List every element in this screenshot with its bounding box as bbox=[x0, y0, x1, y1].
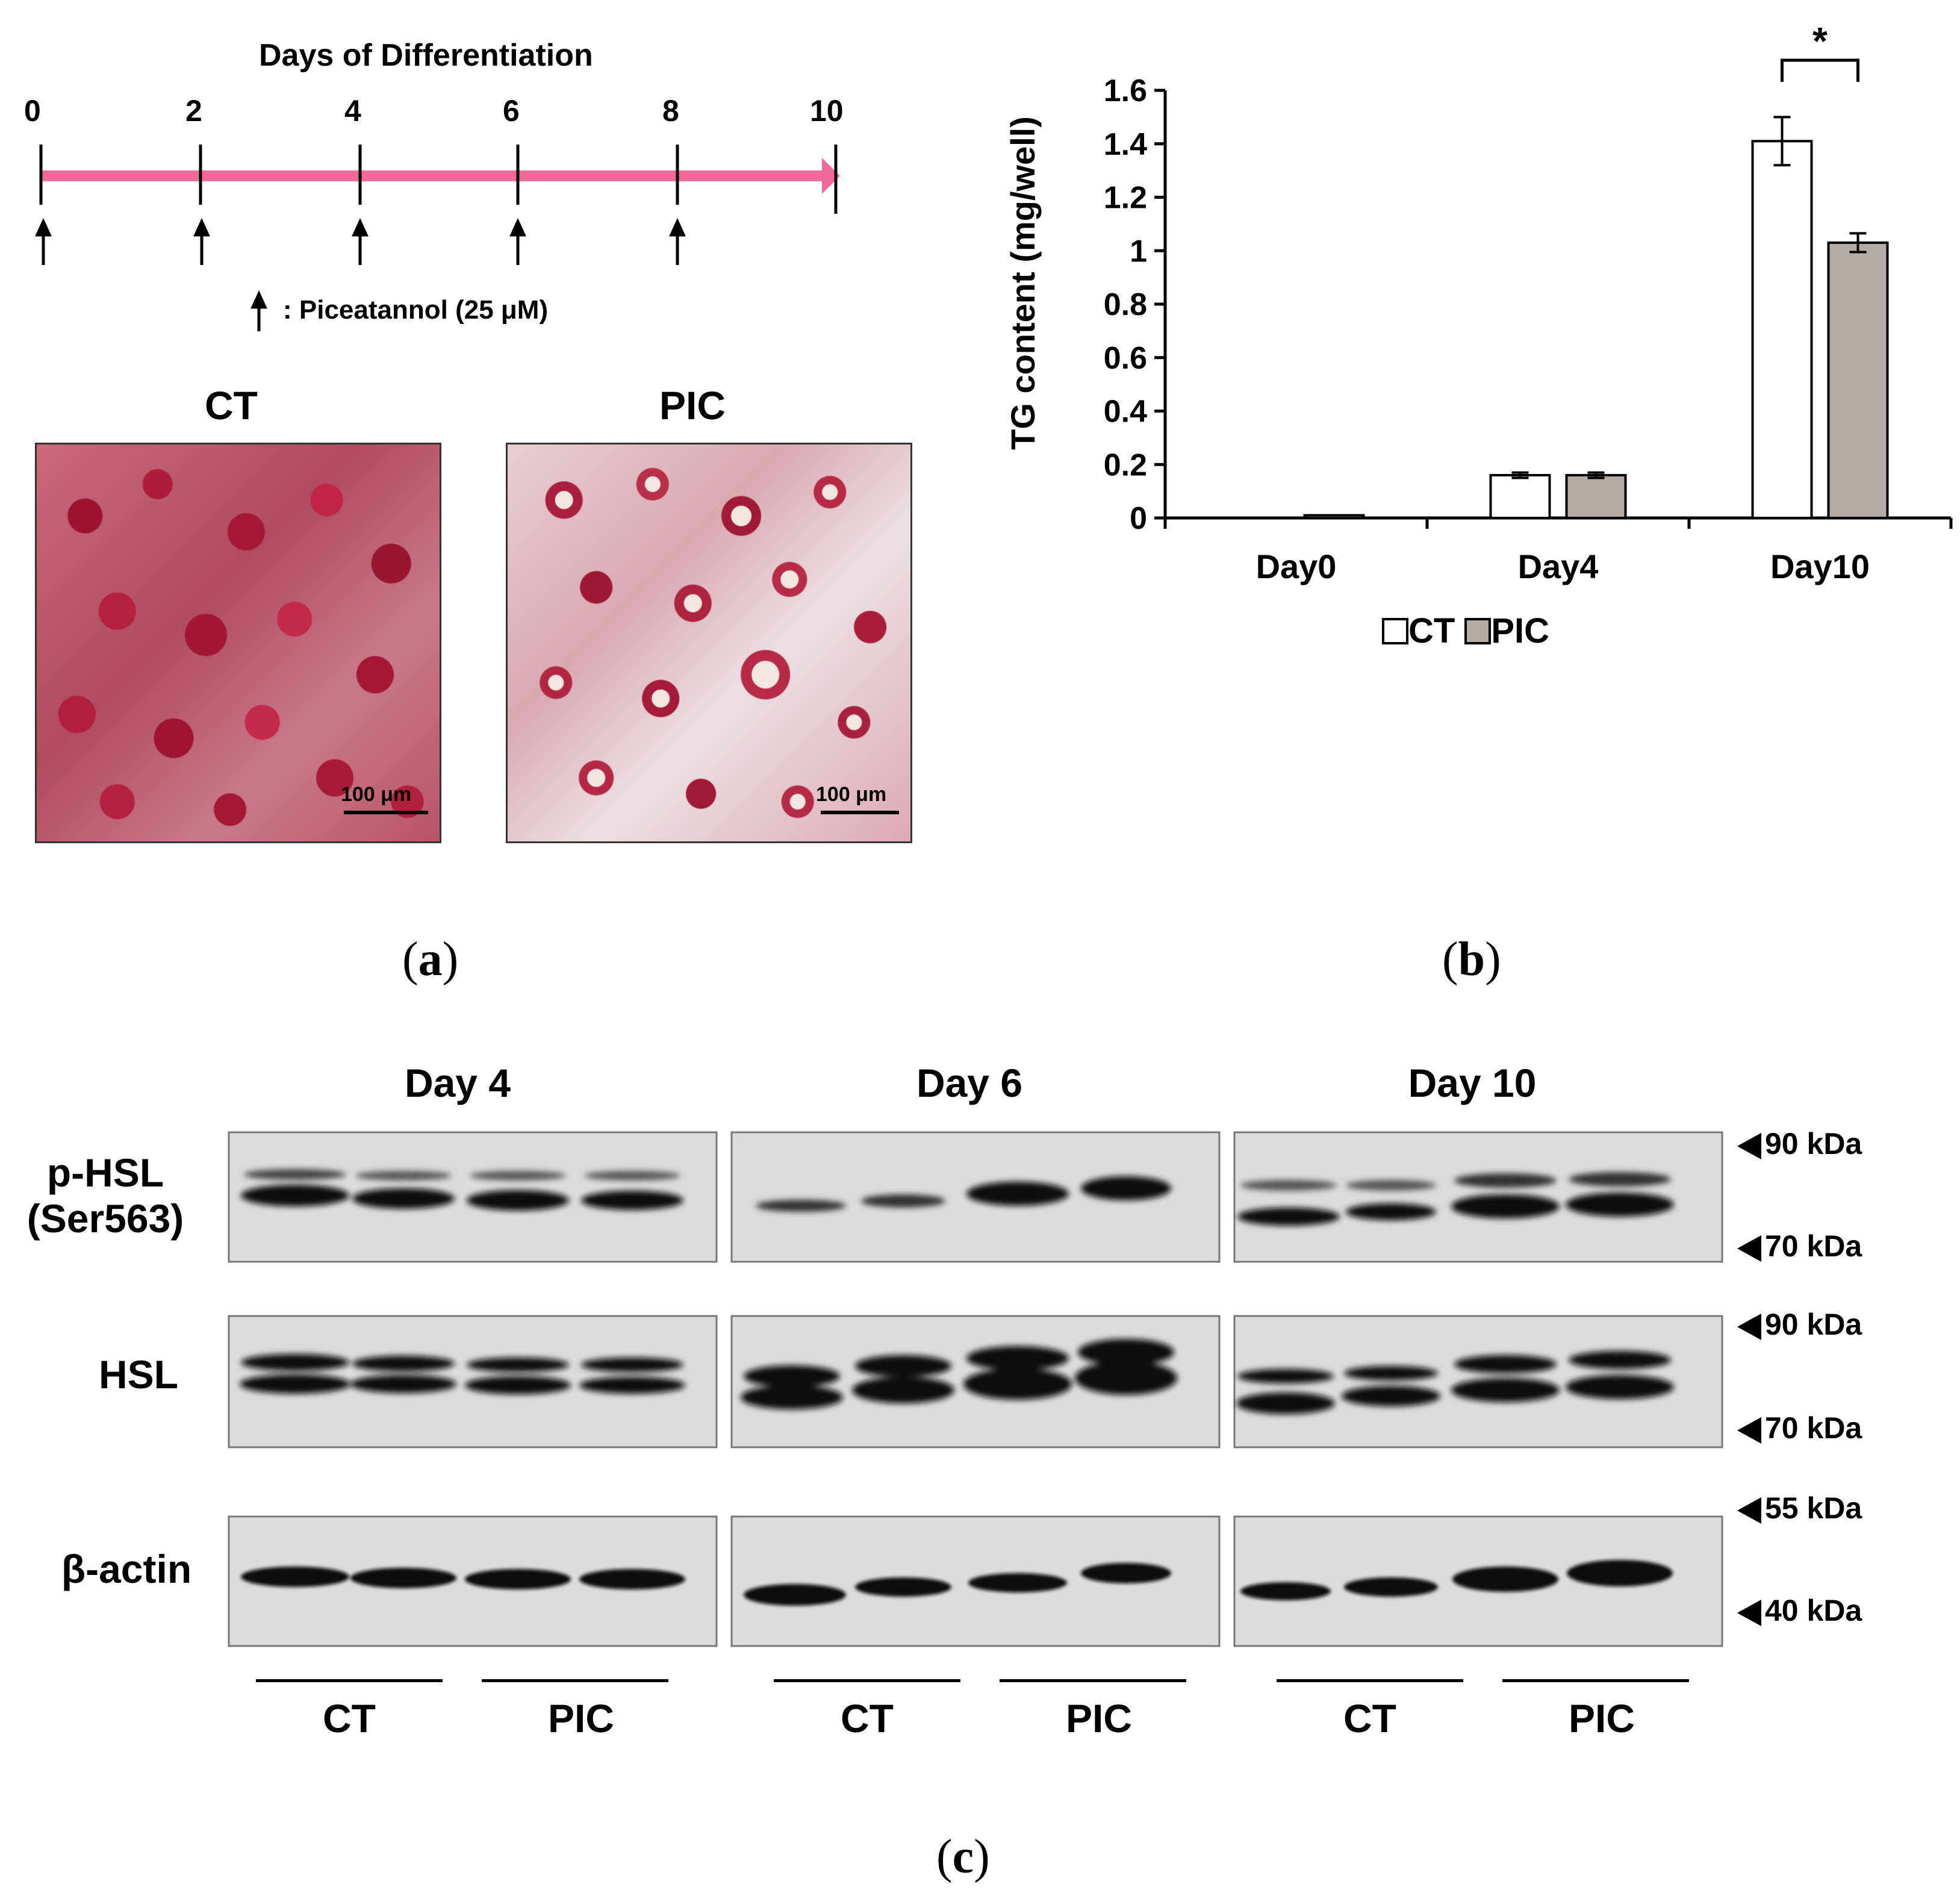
tg-bar-chart: TG content (mg/well) 0 0.2 0.4 0.6 0.8 1 1.2 1.… bbox=[1004, 19, 1953, 585]
blot-day-title-4: Day 4 bbox=[404, 1061, 511, 1105]
image-title-ct: CT bbox=[205, 383, 258, 428]
significance-star: * bbox=[1812, 19, 1828, 63]
y-tick-label: 1.4 bbox=[1104, 127, 1147, 162]
timeline-ticks bbox=[39, 145, 838, 214]
timeline-arrow-shaft bbox=[41, 170, 824, 181]
x-tick-label: Day10 bbox=[1770, 547, 1870, 585]
group-label-day6-ct: CT bbox=[841, 1696, 894, 1741]
tick-label-10: 10 bbox=[810, 94, 844, 128]
tick-label-8: 8 bbox=[662, 94, 679, 128]
scale-bar-label-pic: 100 μm bbox=[816, 783, 887, 806]
treatment-legend: : Piceatannol (25 μM) bbox=[283, 295, 549, 325]
panel-label-a: (a) bbox=[402, 933, 459, 986]
group-line-day4-ct bbox=[256, 1679, 443, 1682]
legend-swatch-ct bbox=[1382, 617, 1408, 644]
blot-day-title-6: Day 6 bbox=[916, 1061, 1023, 1105]
marker-arrow-icon bbox=[1737, 1417, 1761, 1444]
legend-swatch-pic bbox=[1464, 617, 1492, 644]
y-axis-label: TG content (mg/well) bbox=[1004, 116, 1042, 450]
x-tick-label: Day4 bbox=[1518, 547, 1599, 585]
y-tick-label: 0.4 bbox=[1104, 394, 1147, 429]
y-tick-label: 1.6 bbox=[1104, 73, 1147, 108]
bar-pic-day0 bbox=[1303, 514, 1365, 519]
y-tick-label: 0 bbox=[1130, 501, 1147, 536]
image-title-pic: PIC bbox=[659, 383, 726, 428]
significance-bracket bbox=[1781, 58, 1859, 82]
micrograph-pic: 100 μm bbox=[506, 443, 912, 843]
tick-label-6: 6 bbox=[503, 94, 520, 128]
group-line-day6-pic bbox=[1000, 1679, 1186, 1682]
y-tick-label: 0.2 bbox=[1104, 447, 1147, 482]
group-label-day4-pic: PIC bbox=[547, 1696, 615, 1741]
y-tick-label: 1.2 bbox=[1104, 181, 1147, 216]
y-tick-label: 0.6 bbox=[1104, 341, 1147, 376]
chart-legend: CT PIC bbox=[1382, 608, 1549, 651]
marker-phsl-90: 90 kDa bbox=[1737, 1126, 1862, 1161]
row-label-actin: β-actin bbox=[61, 1547, 192, 1591]
timeline-diagram bbox=[35, 145, 840, 331]
row-label-hsl: HSL bbox=[99, 1352, 178, 1397]
phsl-bands bbox=[241, 1169, 1674, 1226]
bar-pic-day10 bbox=[1827, 241, 1889, 519]
group-line-day10-pic bbox=[1502, 1679, 1689, 1682]
y-tick-label: 0.8 bbox=[1104, 287, 1147, 322]
panel-label-c: (c) bbox=[936, 1830, 990, 1883]
marker-arrow-icon bbox=[1737, 1599, 1761, 1626]
tick-label-2: 2 bbox=[185, 94, 202, 128]
group-line-day6-ct bbox=[774, 1679, 960, 1682]
marker-phsl-70: 70 kDa bbox=[1737, 1229, 1862, 1264]
marker-arrow-icon bbox=[1737, 1235, 1761, 1262]
scale-bar-line-pic bbox=[821, 811, 899, 814]
marker-hsl-90: 90 kDa bbox=[1737, 1307, 1862, 1342]
scale-bar-line-ct bbox=[344, 811, 428, 814]
tick-label-0: 0 bbox=[24, 94, 41, 128]
group-label-day10-pic: PIC bbox=[1568, 1696, 1635, 1741]
scale-bar-label-ct: 100 μm bbox=[341, 783, 412, 806]
actin-bands bbox=[241, 1560, 1673, 1606]
legend-label-pic: PIC bbox=[1491, 611, 1550, 651]
treatment-arrows bbox=[35, 217, 686, 331]
hsl-bands bbox=[240, 1339, 1674, 1414]
marker-hsl-70: 70 kDa bbox=[1737, 1411, 1862, 1445]
marker-actin-55: 55 kDa bbox=[1737, 1491, 1862, 1526]
marker-arrow-icon bbox=[1737, 1497, 1761, 1524]
group-line-day10-ct bbox=[1277, 1679, 1463, 1682]
tick-label-4: 4 bbox=[344, 94, 361, 128]
marker-arrow-icon bbox=[1737, 1313, 1761, 1340]
row-label-phsl: p-HSL (Ser563) bbox=[26, 1150, 184, 1241]
timeline-title: Days of Differentiation bbox=[259, 38, 593, 73]
group-label-day6-pic: PIC bbox=[1065, 1696, 1133, 1741]
timeline-arrow-head bbox=[822, 158, 840, 194]
x-tick-label: Day0 bbox=[1256, 547, 1337, 585]
marker-actin-40: 40 kDa bbox=[1737, 1593, 1862, 1628]
marker-arrow-icon bbox=[1737, 1132, 1761, 1159]
group-label-day10-ct: CT bbox=[1343, 1696, 1396, 1741]
legend-label-ct: CT bbox=[1408, 611, 1455, 651]
micrograph-ct: 100 μm bbox=[35, 443, 441, 843]
panel-label-b: (b) bbox=[1442, 933, 1501, 986]
y-tick-label: 1 bbox=[1130, 234, 1147, 269]
blot-day-title-10: Day 10 bbox=[1408, 1061, 1537, 1105]
group-line-day4-pic bbox=[482, 1679, 668, 1682]
group-label-day4-ct: CT bbox=[323, 1696, 376, 1741]
